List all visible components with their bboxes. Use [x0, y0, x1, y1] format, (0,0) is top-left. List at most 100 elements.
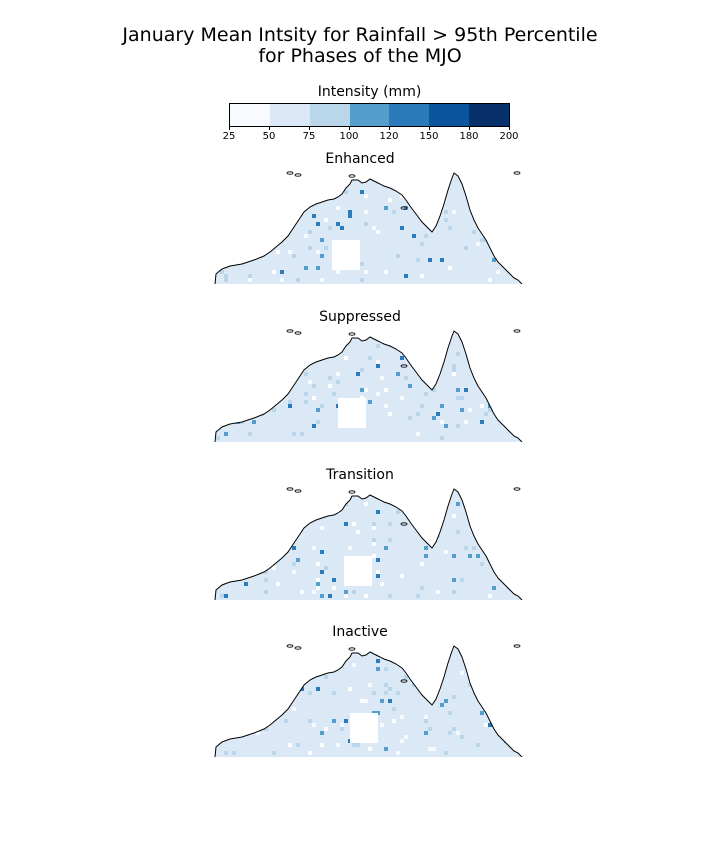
rain-cell — [424, 719, 428, 723]
rain-cell — [384, 206, 388, 210]
rain-cell — [492, 703, 496, 707]
rain-cell — [280, 663, 284, 667]
rain-cell — [396, 489, 400, 490]
rain-cell — [464, 651, 468, 655]
rain-cell — [228, 214, 232, 218]
rain-cell — [300, 432, 304, 436]
rain-cell — [400, 574, 404, 578]
rain-cell — [452, 514, 456, 518]
rain-cell — [248, 432, 252, 436]
rain-cell — [424, 731, 428, 735]
rain-cell — [224, 274, 228, 278]
rain-cell — [404, 735, 408, 739]
rain-cell — [316, 250, 320, 254]
rain-cell — [412, 234, 416, 238]
rain-cell — [312, 424, 316, 428]
rain-cell — [508, 392, 512, 396]
rain-cell — [288, 400, 292, 404]
rain-cell — [252, 202, 256, 206]
colorbar-swatch — [389, 104, 430, 126]
rain-cell — [272, 566, 276, 570]
rain-cell — [328, 506, 332, 510]
colorbar-tick-label: 50 — [262, 131, 276, 142]
rain-cell — [516, 258, 520, 262]
rain-cell — [308, 202, 312, 206]
rain-cell — [336, 506, 340, 510]
rain-cell — [252, 194, 256, 198]
rain-cell-high — [482, 230, 486, 234]
rain-cell — [272, 489, 276, 490]
rain-cell — [224, 699, 228, 703]
rain-cell — [452, 368, 456, 372]
rain-cell — [440, 703, 444, 707]
rain-cell — [468, 489, 472, 490]
rain-cell — [368, 356, 372, 360]
rain-cell — [308, 518, 312, 522]
rain-cell — [468, 331, 472, 332]
rain-cell — [452, 727, 456, 731]
rain-cell — [272, 751, 276, 755]
rain-cell — [520, 222, 522, 226]
rain-cell — [376, 344, 380, 348]
rain-cell — [500, 380, 504, 384]
rain-cell — [320, 550, 324, 554]
rain-cell — [320, 743, 324, 747]
rain-cell — [244, 336, 248, 340]
rain-cell — [216, 182, 220, 186]
rain-cell — [444, 336, 448, 340]
rain-cell — [508, 234, 512, 238]
rain-cell — [284, 182, 288, 186]
rain-cell — [260, 550, 264, 554]
colorbar-ticks: 25 50 75 100 120 150 180 200 — [223, 127, 519, 143]
rain-cell — [240, 489, 244, 490]
rain-cell — [320, 238, 324, 242]
rain-cell — [376, 558, 380, 562]
rain-cell — [448, 266, 452, 270]
rain-cell — [220, 646, 224, 647]
rain-cell — [428, 258, 432, 262]
rain-cell — [336, 190, 340, 194]
rain-cell — [336, 647, 340, 651]
rain-cell — [240, 400, 244, 404]
rain-cell — [516, 691, 520, 695]
rain-cell — [296, 202, 300, 206]
panel-title-suppressed: Suppressed — [319, 309, 401, 325]
rain-cell — [496, 489, 500, 490]
rain-cell — [504, 356, 508, 360]
rain-cell — [384, 667, 388, 671]
rain-cell — [468, 683, 472, 687]
island — [348, 490, 356, 494]
rain-cell — [248, 518, 252, 522]
rain-cell — [420, 586, 424, 590]
rain-cell — [504, 262, 508, 266]
rain-cell — [308, 380, 312, 384]
rain-cell — [460, 408, 464, 412]
rain-cell — [340, 727, 344, 731]
rain-cell — [392, 331, 396, 332]
rain-cell — [256, 731, 260, 735]
rain-cell — [456, 502, 460, 506]
rain-cell — [300, 687, 304, 691]
rain-cell — [364, 270, 368, 274]
rain-cell — [472, 546, 476, 550]
rain-cell — [228, 667, 232, 671]
figure-title-line-2: for Phases of the MJO — [258, 45, 462, 67]
rain-cell — [248, 278, 252, 282]
rain-cell — [424, 715, 428, 719]
rain-cell — [352, 522, 356, 526]
rain-cell — [372, 691, 376, 695]
rain-cell — [504, 558, 508, 562]
rain-cell — [236, 679, 240, 683]
rain-cell — [308, 173, 312, 174]
rain-cell — [524, 586, 528, 590]
rain-cell — [264, 546, 268, 550]
rain-cell — [264, 502, 268, 506]
rain-cell — [308, 230, 312, 234]
rain-cell — [396, 372, 400, 376]
rain-cell — [524, 735, 528, 739]
rain-cell — [348, 210, 352, 214]
rain-cell — [224, 530, 228, 534]
colorbar-swatch — [349, 104, 390, 126]
rain-cell — [476, 679, 480, 683]
rain-cell — [316, 222, 320, 226]
